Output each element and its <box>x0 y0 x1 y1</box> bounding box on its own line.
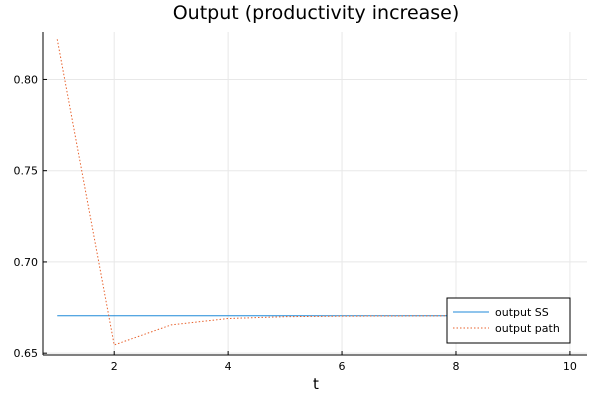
y-tick-label: 0.65 <box>14 347 39 360</box>
axes <box>42 32 587 356</box>
legend-items: output SS output path <box>453 306 560 335</box>
x-tick-label: 2 <box>111 360 118 373</box>
x-tick-label: 4 <box>225 360 232 373</box>
y-tick-label: 0.80 <box>14 73 39 86</box>
y-tick-label: 0.75 <box>14 165 39 178</box>
legend[interactable]: output SS output path <box>446 297 571 344</box>
y-ticks: 0.65 0.70 0.75 0.80 <box>14 73 47 360</box>
x-ticks: 2 4 6 8 10 <box>111 351 577 373</box>
x-axis-label: t <box>313 375 319 393</box>
legend-box <box>446 297 571 344</box>
legend-label: output path <box>495 322 560 335</box>
grid <box>43 32 587 355</box>
x-tick-label: 8 <box>452 360 459 373</box>
y-tick-label: 0.70 <box>14 256 39 269</box>
chart-title: Output (productivity increase) <box>173 2 460 24</box>
legend-label: output SS <box>495 306 549 319</box>
x-tick-label: 6 <box>339 360 346 373</box>
x-tick-label: 10 <box>563 360 577 373</box>
